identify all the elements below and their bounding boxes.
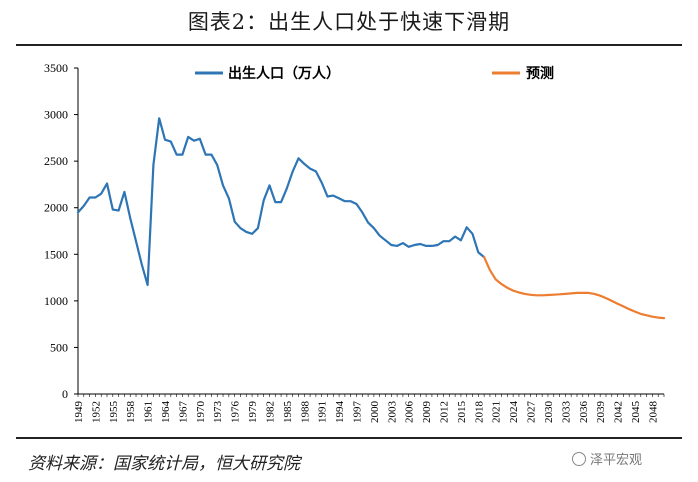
- series-line-births: [76, 117, 486, 287]
- x-tick-label: 2042: [613, 401, 625, 423]
- x-tick-label: 1976: [230, 401, 242, 424]
- x-tick-label: 2027: [526, 401, 538, 424]
- x-tick-label: 1997: [351, 401, 363, 424]
- watermark: 泽平宏观: [572, 449, 642, 468]
- chart-title: 图表2：出生人口处于快速下滑期: [187, 10, 511, 34]
- y-tick-label: 1500: [44, 247, 68, 261]
- x-tick-label: 2003: [386, 401, 398, 424]
- y-tick-label: 2500: [44, 154, 68, 168]
- x-tick-label: 1967: [177, 401, 189, 424]
- x-tick-label: 2039: [595, 401, 607, 424]
- x-tick-label: 2015: [456, 401, 468, 424]
- x-tick-label: 2033: [560, 401, 572, 424]
- y-tick-label: 0: [62, 387, 68, 401]
- x-tick-label: 2030: [543, 401, 555, 424]
- y-tick-label: 3500: [44, 61, 68, 75]
- y-tick-label: 2000: [44, 201, 68, 215]
- x-tick-label: 2006: [404, 401, 416, 424]
- x-tick-label: 1985: [282, 401, 294, 424]
- watermark-text: 泽平宏观: [590, 453, 643, 468]
- x-tick-label: 2036: [578, 401, 590, 424]
- legend-label: 出生人口（万人）: [228, 65, 340, 82]
- wechat-icon: [572, 451, 586, 466]
- x-tick-label: 1961: [143, 401, 155, 423]
- x-tick-label: 1955: [108, 401, 120, 424]
- x-tick-label: 1970: [195, 401, 207, 424]
- x-tick-label: 2009: [421, 401, 433, 424]
- source-note: 资料来源：国家统计局，恒大研究院: [28, 454, 300, 474]
- x-tick-label: 1994: [334, 401, 346, 424]
- x-tick-label: 1949: [73, 401, 85, 424]
- x-tick-label: 1988: [299, 401, 311, 424]
- bottom-rule: [16, 437, 682, 439]
- x-tick-label: 1958: [125, 401, 137, 424]
- y-tick-label: 500: [50, 340, 68, 354]
- x-tick-label: 1979: [247, 401, 259, 424]
- x-tick-label: 1991: [317, 401, 329, 423]
- x-tick-label: 2045: [630, 401, 642, 424]
- x-tick-label: 2018: [473, 401, 485, 424]
- y-tick-label: 3000: [44, 108, 68, 122]
- x-tick-label: 1982: [264, 401, 276, 423]
- series-line-forecast: [483, 256, 666, 320]
- x-tick-label: 2000: [369, 401, 381, 424]
- x-tick-label: 1973: [212, 401, 224, 424]
- x-tick-label: 1952: [90, 401, 102, 423]
- x-tick-label: 1964: [160, 401, 172, 424]
- x-tick-label: 2012: [439, 401, 451, 423]
- x-tick-label: 2024: [508, 401, 520, 424]
- y-tick-label: 1000: [44, 294, 68, 308]
- legend-label: 预测: [526, 65, 554, 82]
- x-tick-label: 2048: [647, 401, 659, 424]
- x-tick-label: 2021: [491, 401, 503, 423]
- top-rule: [16, 44, 682, 46]
